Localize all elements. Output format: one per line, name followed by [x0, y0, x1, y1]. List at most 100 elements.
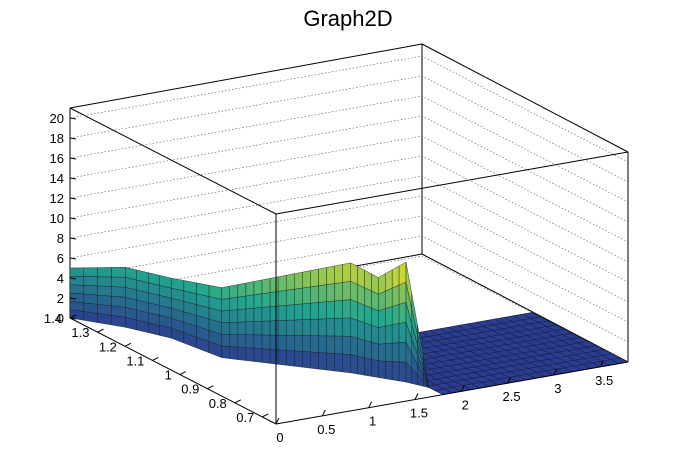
- z-tick-label: 16: [50, 151, 64, 166]
- surface-cell: [326, 335, 335, 354]
- surface-cell: [237, 334, 247, 348]
- y-tick-label: 0.8: [209, 396, 227, 411]
- z-tick-label: 14: [50, 171, 64, 186]
- surface-cell: [294, 319, 303, 336]
- surface-cell: [221, 285, 230, 300]
- surface-cell: [342, 353, 351, 374]
- surface-cell: [221, 345, 230, 359]
- surface-cell: [253, 307, 263, 322]
- surface-cell: [277, 320, 287, 336]
- surface-cell: [302, 335, 311, 353]
- surface-cell: [385, 324, 393, 344]
- surface-cell: [277, 290, 287, 307]
- y-tick-label: 1.1: [126, 353, 144, 368]
- surface-mesh-line: [418, 349, 605, 383]
- surface-cell: [83, 267, 98, 277]
- y-tick-label: 0.9: [181, 382, 199, 397]
- y-axis: 0.7 0.8 0.9 1 1.1 1.2 1.3 1.4: [44, 311, 269, 425]
- surface-mesh-line: [402, 341, 588, 375]
- z-tick-mark: [69, 197, 77, 200]
- y-tick-label: 0.7: [236, 410, 254, 425]
- surface-cell: [221, 310, 230, 323]
- surface-cell: [302, 351, 311, 369]
- x-tick-label: 2.5: [503, 389, 521, 404]
- surface-mesh-line: [426, 353, 613, 387]
- surface-cell: [378, 325, 386, 345]
- surface-cell: [385, 360, 393, 381]
- z-grid-line: [69, 235, 629, 343]
- surface-cell: [97, 304, 112, 316]
- surface-cell: [245, 294, 255, 310]
- y-tick-label: 1.2: [99, 339, 117, 354]
- surface-mesh-line: [410, 345, 596, 379]
- y-tick-mark: [152, 356, 159, 361]
- surface-cell: [261, 278, 271, 294]
- surface-cell: [371, 290, 379, 312]
- surface-cell: [334, 264, 343, 284]
- y-tick-mark: [207, 385, 214, 390]
- surface-cell: [342, 299, 351, 319]
- surface-cell: [229, 346, 239, 360]
- z-tick-mark: [69, 237, 77, 240]
- surface-cell: [318, 301, 327, 320]
- surface-cell: [253, 320, 263, 336]
- surface-cell: [221, 297, 230, 312]
- z-tick-mark: [69, 297, 77, 300]
- surface-cell: [302, 319, 311, 336]
- surface-cell: [364, 269, 372, 292]
- y-tick-label: 1.4: [44, 311, 62, 326]
- surface-cell: [357, 337, 365, 358]
- z-axis: 0 2 4 6 8 10 12 14 16 18 20: [50, 111, 77, 326]
- surface-cell: [69, 276, 85, 286]
- surface-cell: [229, 284, 239, 299]
- surface-cell: [269, 291, 279, 307]
- y-tick-label: 1: [165, 368, 172, 383]
- surface-cell: [385, 287, 393, 309]
- surface-cell: [385, 269, 393, 292]
- x-tick-mark: [599, 360, 604, 368]
- surface-cell: [277, 275, 287, 292]
- surface-cell: [245, 347, 255, 362]
- surface-cell: [342, 262, 351, 283]
- x-tick-mark: [414, 393, 419, 400]
- y-tick-mark: [234, 399, 242, 404]
- x-tick-label: 0.5: [317, 422, 335, 437]
- y-tick-mark: [97, 328, 104, 333]
- z-tick-label: 8: [57, 231, 64, 246]
- surface-mesh-line: [394, 337, 580, 371]
- surface-cell: [378, 308, 386, 328]
- surface-cell: [398, 341, 407, 363]
- z-tick-mark: [69, 257, 77, 260]
- surface-cell: [371, 307, 379, 328]
- x-tick-label: 3.5: [595, 373, 613, 388]
- surface-cell: [229, 309, 239, 323]
- surface-cell: [318, 284, 327, 303]
- surface-cell: [357, 302, 365, 323]
- surface-cell: [245, 281, 255, 297]
- surface-cell: [286, 350, 295, 367]
- surface-cell: [391, 265, 400, 289]
- surface-cell: [286, 288, 295, 306]
- surface-cell: [334, 282, 343, 302]
- x-tick-mark: [321, 409, 326, 417]
- surface-cell: [326, 300, 335, 319]
- z-tick-label: 0: [57, 311, 64, 326]
- surface-cell: [378, 290, 386, 312]
- surface-cell: [350, 299, 358, 321]
- surface-cell: [423, 356, 430, 388]
- surface-cell: [245, 321, 255, 336]
- z-tick-mark: [69, 317, 77, 320]
- z-tick-mark: [69, 137, 77, 140]
- surface-cell: [378, 343, 386, 362]
- surface-cell: [261, 334, 271, 350]
- surface-cell: [237, 308, 247, 323]
- surface-cell: [294, 287, 303, 305]
- surface-cell: [364, 287, 372, 309]
- z-grid-line: [69, 215, 629, 323]
- surface-cell: [269, 305, 279, 322]
- surface-cell: [334, 335, 343, 355]
- surface-mesh-line: [434, 357, 621, 391]
- surface-cell: [111, 267, 126, 278]
- surface-cell: [364, 304, 372, 326]
- surface-cell: [391, 342, 400, 363]
